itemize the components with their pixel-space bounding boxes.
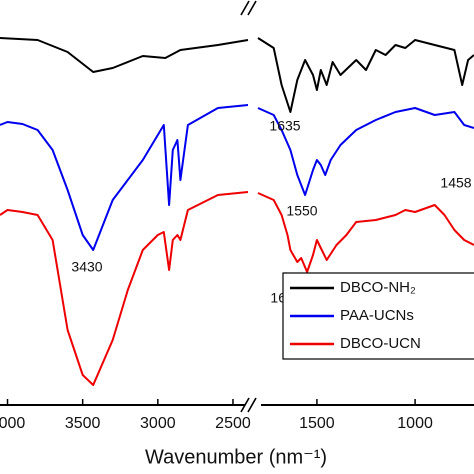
annotation: 1550	[286, 203, 317, 219]
x-tick-label: 1000	[397, 415, 433, 432]
x-axis-label: Wavenumber (nm⁻¹)	[145, 446, 327, 468]
axis-break	[247, 397, 257, 413]
series-line	[0, 191, 474, 386]
series-line	[0, 37, 474, 113]
x-tick-label: 3000	[140, 415, 176, 432]
axis-break	[240, 397, 250, 413]
series-line	[0, 104, 474, 251]
annotation: 1458	[440, 175, 471, 191]
legend-label: DBCO-NH₂	[340, 279, 416, 296]
x-tick-label: 1500	[299, 415, 335, 432]
x-tick-label: 3500	[65, 415, 101, 432]
annotation: 3430	[71, 259, 102, 275]
axis-break	[240, 0, 250, 16]
legend-label: PAA-UCNs	[340, 307, 414, 324]
annotation: 1635	[269, 118, 300, 134]
axis-break	[247, 0, 257, 16]
legend-label: DBCO-UCN	[340, 335, 421, 352]
x-tick-label: 2500	[215, 415, 251, 432]
x-tick-label: 4000	[0, 415, 25, 432]
